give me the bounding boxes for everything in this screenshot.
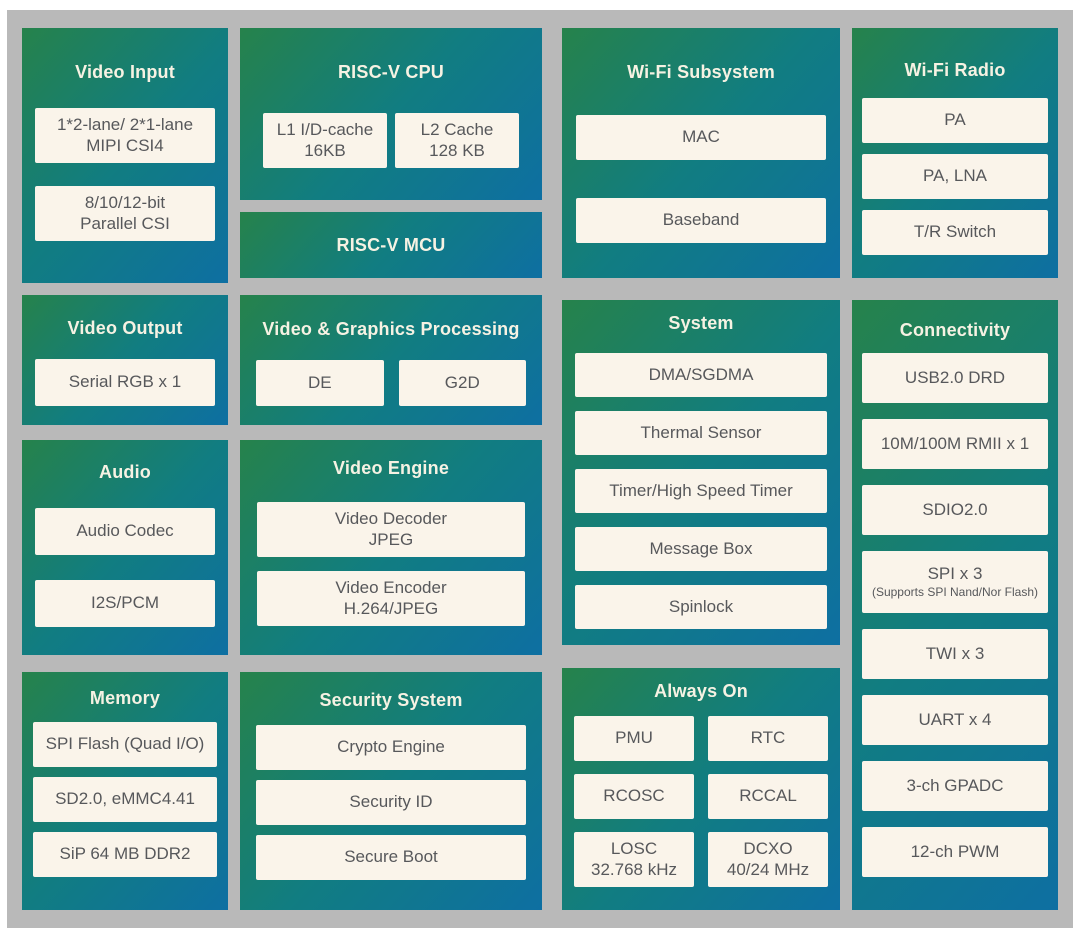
box-list: Video Decoder JPEG Video Encoder H.264/J… [257, 502, 525, 626]
box-sdio: SDIO2.0 [862, 485, 1048, 535]
box-mac: MAC [576, 115, 826, 160]
diagram-frame: Video Input 1*2-lane/ 2*1-lane MIPI CSI4… [7, 10, 1073, 928]
box-timer: Timer/High Speed Timer [575, 469, 827, 513]
box-video-encoder: Video Encoder H.264/JPEG [257, 571, 525, 626]
block-riscv-mcu: RISC-V MCU [240, 212, 542, 278]
block-title: RISC-V MCU [336, 235, 446, 255]
box-sd-emmc: SD2.0, eMMC4.41 [33, 777, 217, 822]
box-i2s-pcm: I2S/PCM [35, 580, 215, 627]
box-rtc: RTC [708, 716, 828, 761]
box-dcxo: DCXO 40/24 MHz [708, 832, 828, 887]
block-title: Video & Graphics Processing [262, 319, 520, 339]
block-security-system: Security System Crypto Engine Security I… [240, 672, 542, 910]
box-uart: UART x 4 [862, 695, 1048, 745]
box-audio-codec: Audio Codec [35, 508, 215, 555]
column-4: Wi-Fi Radio PA PA, LNA T/R Switch Connec… [852, 28, 1058, 910]
block-video-engine: Video Engine Video Decoder JPEG Video En… [240, 440, 542, 655]
box-l1-cache: L1 I/D-cache 16KB [263, 113, 387, 168]
box-parallel-csi: 8/10/12-bit Parallel CSI [35, 186, 215, 241]
box-list: SPI Flash (Quad I/O) SD2.0, eMMC4.41 SiP… [33, 722, 217, 877]
box-list: USB2.0 DRD 10M/100M RMII x 1 SDIO2.0 SPI… [862, 353, 1048, 877]
box-mipi-csi: 1*2-lane/ 2*1-lane MIPI CSI4 [35, 108, 215, 163]
column-1: Video Input 1*2-lane/ 2*1-lane MIPI CSI4… [22, 28, 228, 910]
block-video-graphics-processing: Video & Graphics Processing DE G2D [240, 295, 542, 425]
box-spinlock: Spinlock [575, 585, 827, 629]
box-serial-rgb: Serial RGB x 1 [35, 359, 215, 406]
block-title: Always On [654, 681, 748, 701]
box-pmu: PMU [574, 716, 694, 761]
block-title: Security System [319, 690, 463, 710]
box-spi-note: (Supports SPI Nand/Nor Flash) [871, 584, 1039, 599]
block-title: Wi-Fi Radio [904, 60, 1006, 80]
box-message-box: Message Box [575, 527, 827, 571]
box-list: Audio Codec I2S/PCM [35, 508, 215, 627]
box-secure-boot: Secure Boot [256, 835, 526, 880]
block-video-output: Video Output Serial RGB x 1 [22, 295, 228, 425]
block-video-input: Video Input 1*2-lane/ 2*1-lane MIPI CSI4… [22, 28, 228, 283]
box-list: Crypto Engine Security ID Secure Boot [256, 725, 526, 880]
block-title: Connectivity [899, 320, 1011, 340]
block-title: System [668, 313, 734, 333]
block-audio: Audio Audio Codec I2S/PCM [22, 440, 228, 655]
box-security-id: Security ID [256, 780, 526, 825]
box-video-decoder: Video Decoder JPEG [257, 502, 525, 557]
box-spi: SPI x 3 (Supports SPI Nand/Nor Flash) [862, 551, 1048, 613]
block-riscv-cpu: RISC-V CPU L1 I/D-cache 16KB L2 Cache 12… [240, 28, 542, 200]
box-rcosc: RCOSC [574, 774, 694, 819]
box-grid: PMU RTC RCOSC RCCAL LOSC 32.768 kHz DCXO… [574, 716, 828, 887]
box-g2d: G2D [398, 360, 526, 406]
box-list: DMA/SGDMA Thermal Sensor Timer/High Spee… [575, 353, 827, 629]
box-spi-flash: SPI Flash (Quad I/O) [33, 722, 217, 767]
box-list: PA PA, LNA T/R Switch [862, 98, 1048, 255]
box-usb: USB2.0 DRD [862, 353, 1048, 403]
box-rccal: RCCAL [708, 774, 828, 819]
box-list: 1*2-lane/ 2*1-lane MIPI CSI4 8/10/12-bit… [35, 108, 215, 241]
column-3: Wi-Fi Subsystem MAC Baseband System DMA/… [562, 28, 840, 910]
box-tr-switch: T/R Switch [862, 210, 1048, 255]
box-list: Serial RGB x 1 [35, 359, 215, 406]
box-pa-lna: PA, LNA [862, 154, 1048, 199]
block-memory: Memory SPI Flash (Quad I/O) SD2.0, eMMC4… [22, 672, 228, 910]
block-title: Video Input [75, 62, 175, 82]
box-list: L1 I/D-cache 16KB L2 Cache 128 KB [263, 113, 519, 168]
box-losc: LOSC 32.768 kHz [574, 832, 694, 887]
soc-block-diagram: Video Input 1*2-lane/ 2*1-lane MIPI CSI4… [22, 28, 1058, 910]
block-title: Video Engine [332, 458, 450, 478]
box-sip-ddr2: SiP 64 MB DDR2 [33, 832, 217, 877]
block-always-on: Always On PMU RTC RCOSC RCCAL LOSC 32.76… [562, 668, 840, 910]
box-crypto-engine: Crypto Engine [256, 725, 526, 770]
box-baseband: Baseband [576, 198, 826, 243]
box-twi: TWI x 3 [862, 629, 1048, 679]
block-title: Video Output [67, 318, 183, 338]
box-pwm: 12-ch PWM [862, 827, 1048, 877]
block-wifi-subsystem: Wi-Fi Subsystem MAC Baseband [562, 28, 840, 278]
block-connectivity: Connectivity USB2.0 DRD 10M/100M RMII x … [852, 300, 1058, 910]
box-de: DE [256, 360, 384, 406]
block-system: System DMA/SGDMA Thermal Sensor Timer/Hi… [562, 300, 840, 645]
block-title: Wi-Fi Subsystem [627, 62, 775, 82]
box-gpadc: 3-ch GPADC [862, 761, 1048, 811]
box-dma-sgdma: DMA/SGDMA [575, 353, 827, 397]
block-title: Memory [89, 688, 161, 708]
box-list: MAC Baseband [576, 115, 826, 243]
box-pa: PA [862, 98, 1048, 143]
box-thermal-sensor: Thermal Sensor [575, 411, 827, 455]
block-title: Audio [99, 462, 151, 482]
box-spi-label: SPI x 3 [927, 564, 983, 584]
block-title: RISC-V CPU [337, 62, 444, 82]
column-2: RISC-V CPU L1 I/D-cache 16KB L2 Cache 12… [240, 28, 542, 910]
box-l2-cache: L2 Cache 128 KB [395, 113, 519, 168]
block-wifi-radio: Wi-Fi Radio PA PA, LNA T/R Switch [852, 28, 1058, 278]
box-list: DE G2D [256, 360, 526, 406]
box-rmii: 10M/100M RMII x 1 [862, 419, 1048, 469]
